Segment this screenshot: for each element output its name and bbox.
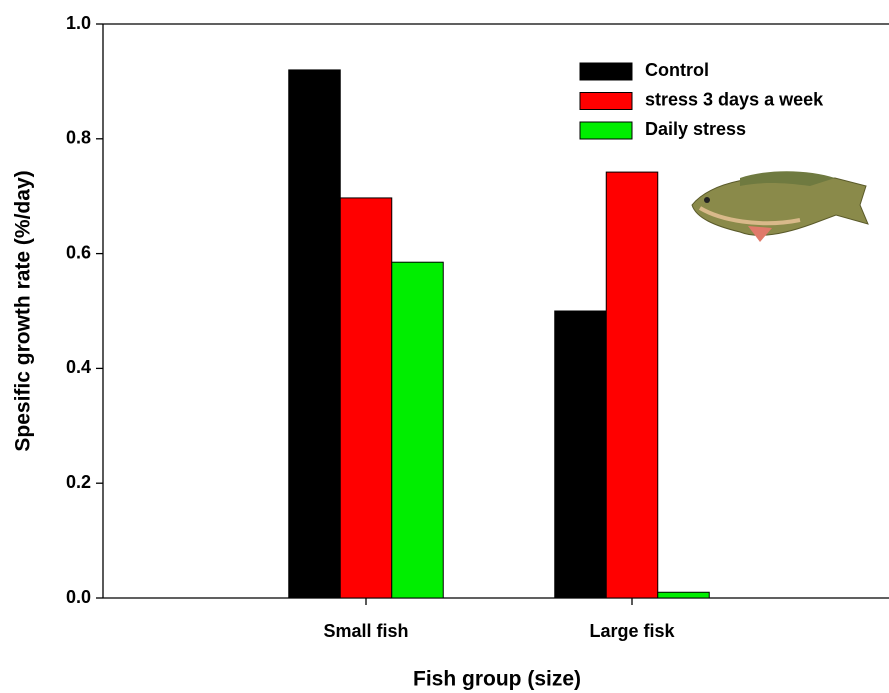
y-tick-label: 0.0 — [66, 587, 91, 607]
legend-swatch — [579, 62, 633, 81]
legend-swatch — [579, 92, 633, 110]
legend-swatch — [579, 121, 633, 140]
x-tick-label: Small fish — [323, 621, 408, 641]
x-tick-label: Large fisk — [589, 621, 675, 641]
x-axis-label: Fish group (size) — [413, 668, 581, 691]
y-axis-label: Spesific growth rate (%/day) — [12, 170, 35, 451]
bar — [391, 261, 444, 599]
fish-illustration — [691, 171, 869, 242]
y-tick-label: 0.2 — [66, 472, 91, 492]
legend-label: Control — [645, 60, 709, 80]
bar — [554, 310, 607, 599]
y-tick-label: 0.4 — [66, 357, 91, 377]
bar — [605, 171, 659, 599]
y-tick-label: 0.6 — [66, 242, 91, 262]
y-tick-label: 0.8 — [66, 128, 91, 148]
y-tick-label: 1.0 — [66, 13, 91, 33]
legend-label: stress 3 days a week — [645, 89, 824, 109]
legend-label: Daily stress — [645, 119, 746, 139]
bar — [288, 69, 341, 599]
bar — [657, 591, 710, 599]
bar — [339, 197, 393, 599]
